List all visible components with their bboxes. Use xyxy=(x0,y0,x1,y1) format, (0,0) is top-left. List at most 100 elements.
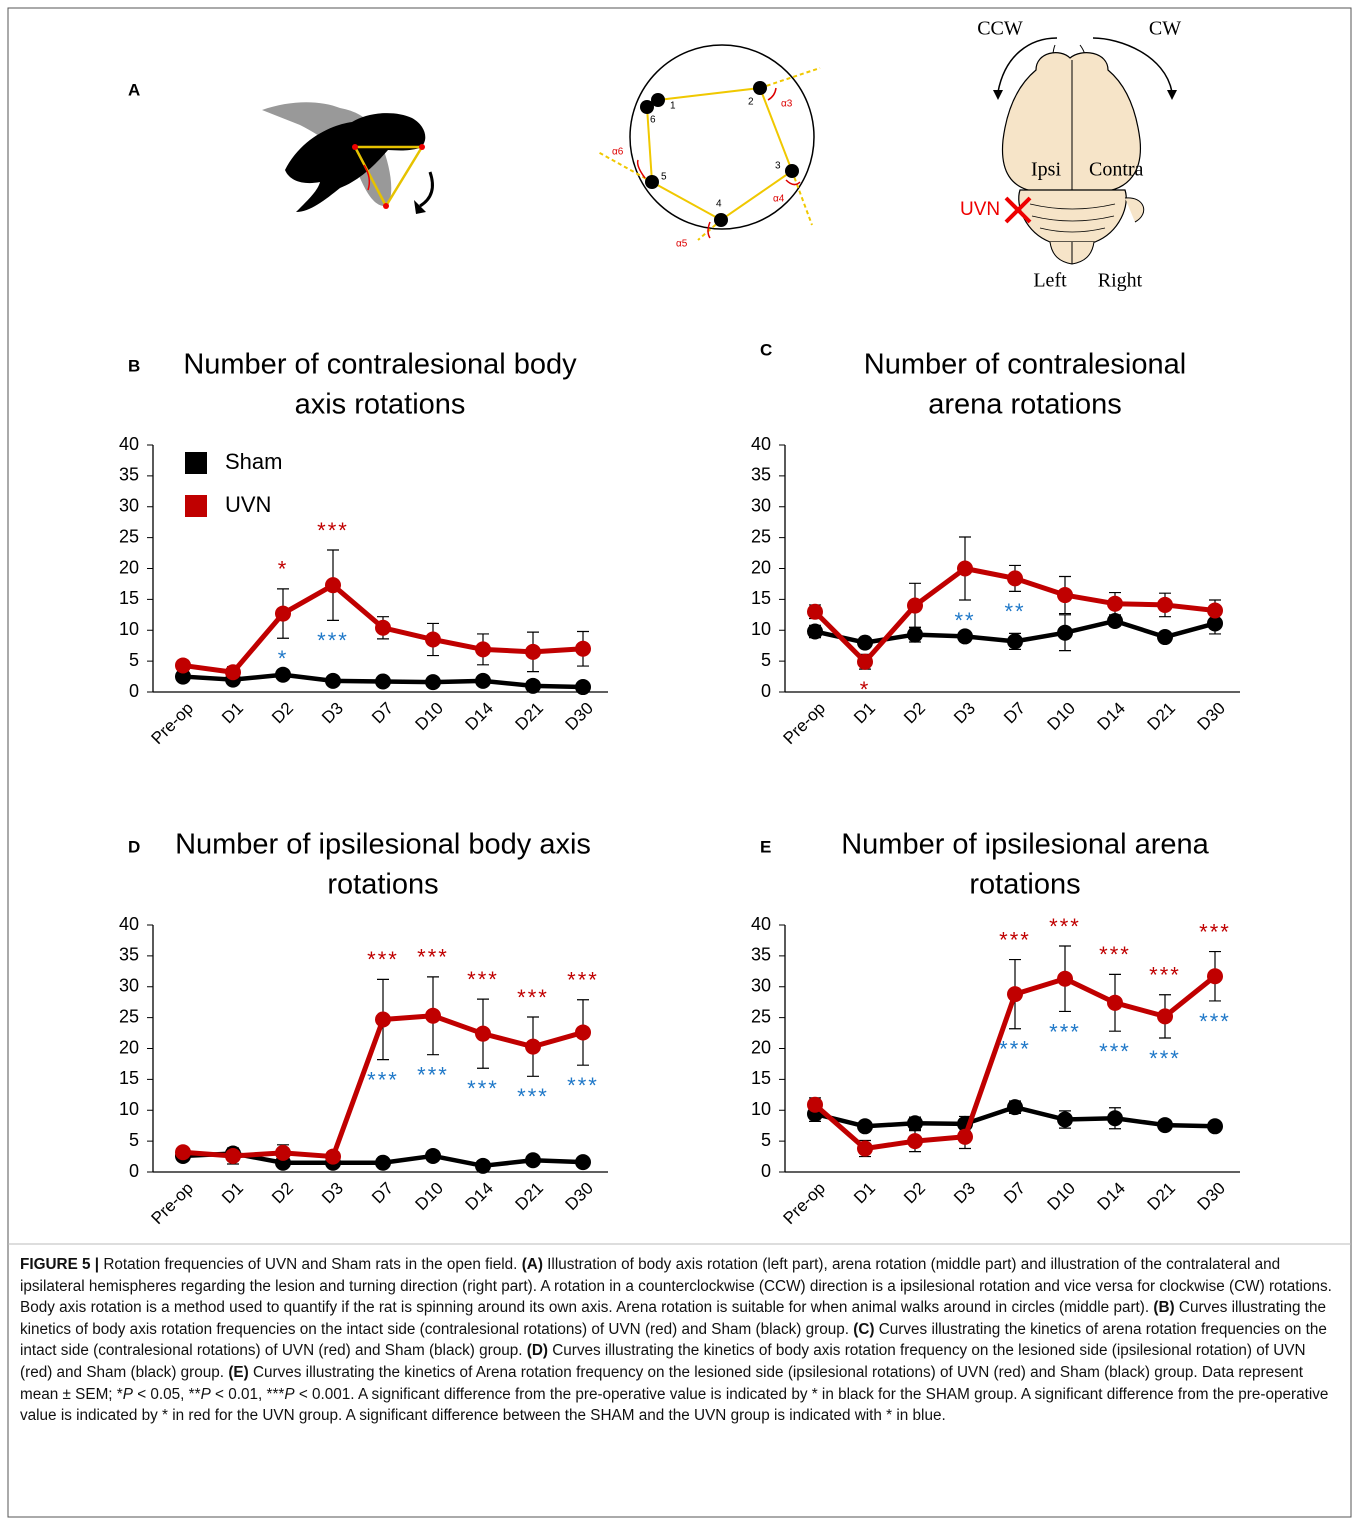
data-point xyxy=(575,1154,591,1171)
chart-title: Number of ipsilesional body axis xyxy=(175,829,591,861)
panel-label: D xyxy=(128,837,140,856)
data-point xyxy=(375,1154,391,1171)
significance-marker: *** xyxy=(467,967,499,992)
x-tick-label: Pre-op xyxy=(147,699,197,749)
x-tick-label: D21 xyxy=(1144,1179,1179,1214)
angle-label: α6 xyxy=(612,147,624,158)
point-label: 3 xyxy=(775,161,781,172)
significance-marker: *** xyxy=(1049,1019,1081,1044)
data-point xyxy=(275,605,291,622)
data-point xyxy=(857,634,873,651)
data-point xyxy=(957,560,973,577)
direction-label: CW xyxy=(1149,18,1181,40)
y-tick-label: 20 xyxy=(119,557,139,577)
data-point xyxy=(1107,595,1123,612)
y-tick-label: 40 xyxy=(119,914,139,934)
caption-text: FIGURE 5 | xyxy=(20,1256,100,1273)
data-point xyxy=(175,668,191,685)
data-point xyxy=(425,631,441,648)
legend-label: UVN xyxy=(225,492,271,517)
significance-marker: *** xyxy=(567,1073,599,1098)
data-point xyxy=(857,653,873,670)
data-point xyxy=(1157,596,1173,613)
caption-text: < 0.05, ** xyxy=(132,1385,201,1403)
x-tick-label: D10 xyxy=(1044,699,1079,734)
x-tick-label: D1 xyxy=(218,699,247,728)
significance-marker: *** xyxy=(567,968,599,993)
caption-text: (D) xyxy=(526,1342,548,1360)
significance-marker: *** xyxy=(367,1067,399,1092)
y-tick-label: 35 xyxy=(751,945,771,965)
data-point xyxy=(1107,1110,1123,1127)
x-tick-label: D7 xyxy=(368,699,397,728)
panel-label: A xyxy=(128,80,140,99)
series xyxy=(175,549,591,681)
caption-text: Curves illustrating the kinetics of aren… xyxy=(20,1320,1327,1360)
panel-label: E xyxy=(760,837,771,856)
data-point xyxy=(575,640,591,657)
y-tick-label: 20 xyxy=(751,1037,771,1057)
y-tick-label: 10 xyxy=(119,1099,139,1119)
data-point xyxy=(325,577,341,594)
caption-text: < 0.001. A significant difference from t… xyxy=(20,1385,1329,1425)
point-label: 1 xyxy=(670,101,676,112)
lesion-label: UVN xyxy=(960,199,1000,220)
y-tick-label: 15 xyxy=(119,588,139,608)
data-point xyxy=(175,657,191,674)
x-tick-label: D10 xyxy=(412,1179,447,1214)
x-tick-label: D10 xyxy=(1044,1179,1079,1214)
data-point xyxy=(275,666,291,683)
data-point xyxy=(1057,970,1073,987)
data-point xyxy=(1157,1008,1173,1025)
x-tick-label: D7 xyxy=(1000,1179,1029,1208)
data-point xyxy=(225,664,241,681)
data-point xyxy=(1057,587,1073,604)
series xyxy=(175,976,591,1165)
data-point xyxy=(1107,612,1123,629)
y-tick-label: 30 xyxy=(119,496,139,516)
chart-title: Number of ipsilesional arena xyxy=(841,829,1209,861)
y-tick-label: 30 xyxy=(751,496,771,516)
significance-marker: *** xyxy=(317,628,349,653)
data-point xyxy=(807,1096,823,1113)
data-point xyxy=(1207,968,1223,985)
hemisphere-label: Contra xyxy=(1089,159,1144,181)
y-tick-label: 20 xyxy=(119,1037,139,1057)
data-point xyxy=(575,679,591,696)
data-point xyxy=(957,1128,973,1145)
x-tick-label: D21 xyxy=(1144,699,1179,734)
arena-labels: 1 2 3 4 5 6 α3 α4 α5 α6 xyxy=(612,97,793,250)
caption: FIGURE 5 | Rotation frequencies of UVN a… xyxy=(20,1254,1338,1427)
data-point xyxy=(1207,602,1223,619)
data-point xyxy=(425,674,441,691)
series xyxy=(807,1099,1223,1135)
significance-marker: * xyxy=(278,557,289,582)
data-point xyxy=(225,1147,241,1164)
data-point xyxy=(957,628,973,645)
brain-illustration xyxy=(993,37,1177,265)
significance-marker: *** xyxy=(417,945,449,970)
data-point xyxy=(375,1011,391,1028)
x-tick-label: D14 xyxy=(462,699,497,734)
y-tick-label: 40 xyxy=(751,434,771,454)
y-tick-label: 10 xyxy=(751,1099,771,1119)
rat-illustration xyxy=(262,102,434,214)
point-label: 6 xyxy=(650,115,656,126)
brain-labels: CCW CW Ipsi Contra Left Right xyxy=(977,18,1181,292)
chart-title: axis rotations xyxy=(295,389,466,421)
significance-marker: *** xyxy=(1149,1046,1181,1071)
data-point xyxy=(1207,1118,1223,1135)
x-tick-label: D7 xyxy=(1000,699,1029,728)
x-tick-label: Pre-op xyxy=(779,1179,829,1229)
data-point xyxy=(525,1038,541,1055)
data-point xyxy=(1007,1099,1023,1116)
legend-swatch xyxy=(185,495,207,517)
hemisphere-label: Ipsi xyxy=(1031,159,1061,181)
chart-title: rotations xyxy=(327,869,438,901)
series xyxy=(807,536,1223,670)
y-tick-label: 0 xyxy=(761,681,771,701)
caption-text: Illustration of body axis rotation (left… xyxy=(20,1256,1332,1317)
significance-marker: ** xyxy=(954,608,975,633)
side-label: Right xyxy=(1098,270,1143,292)
